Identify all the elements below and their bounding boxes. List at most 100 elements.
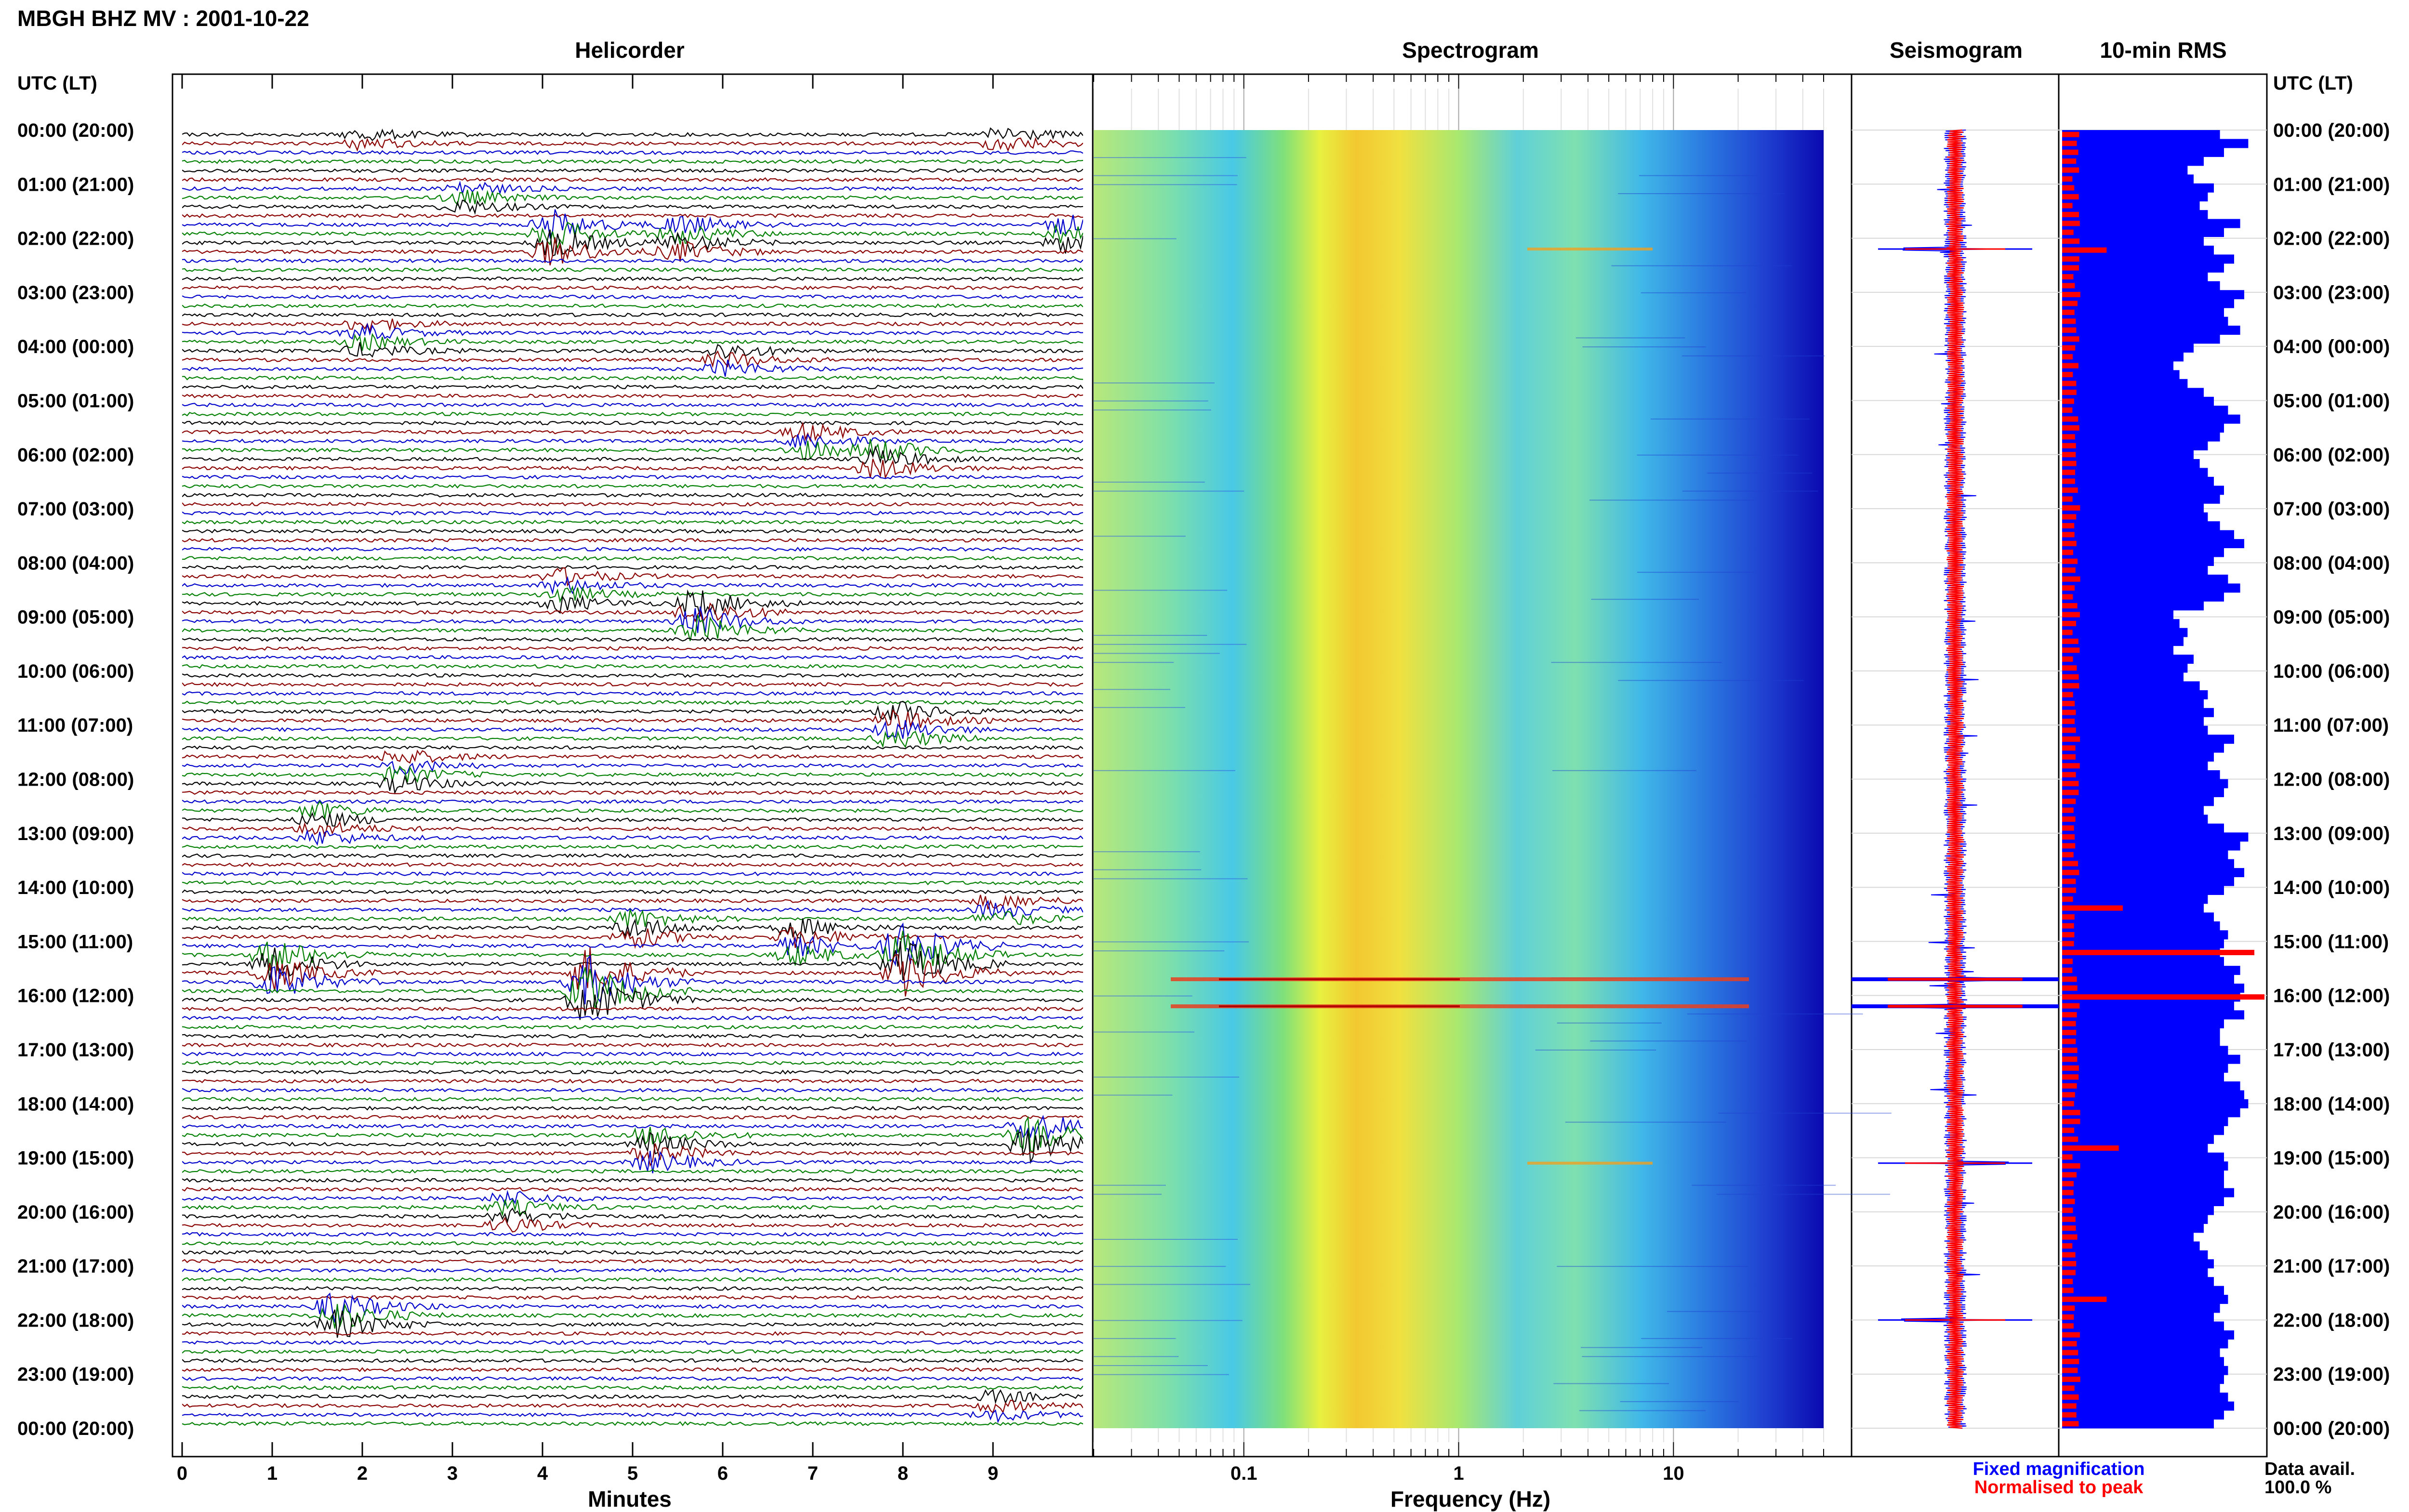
helicorder-trace: [182, 918, 1083, 939]
rms-fixed-bar: [2062, 1232, 2194, 1242]
helicorder-trace: [182, 421, 1083, 443]
rms-normalised-bar: [2062, 390, 2077, 395]
rms-normalised-bar: [2062, 576, 2080, 582]
rms-fixed-bar: [2062, 396, 2214, 406]
rms-normalised-bar: [2062, 540, 2077, 546]
helicorder-trace: [182, 576, 1083, 595]
rms-normalised-bar: [2062, 1190, 2074, 1196]
rms-normalised-bar: [2062, 452, 2076, 458]
rms-normalised-bar: [2062, 505, 2080, 511]
rms-fixed-bar: [2062, 530, 2234, 539]
helicorder-tick-label: 4: [537, 1463, 548, 1484]
helicorder-trace: [182, 384, 1083, 390]
rms-fixed-bar: [2062, 1197, 2224, 1207]
spectrogram-row-streak: [1094, 400, 1208, 402]
helicorder-trace: [182, 947, 1083, 997]
helicorder-trace: [182, 1178, 1083, 1183]
spectrogram-event-core: [1219, 978, 1460, 980]
hour-label-left: 22:00 (18:00): [17, 1310, 134, 1331]
helicorder-trace: [182, 199, 1083, 215]
rms-normalised-bar: [2062, 1154, 2073, 1160]
rms-normalised-bar: [2062, 398, 2074, 404]
rms-fixed-bar: [2062, 1206, 2214, 1215]
rms-fixed-bar: [2062, 1366, 2228, 1375]
helicorder-trace: [182, 941, 1083, 981]
rms-fixed-bar: [2062, 672, 2184, 682]
rms-normalised-bar: [2062, 532, 2075, 538]
spectrogram-row-streak: [1094, 175, 1238, 176]
rms-normalised-bar: [2062, 1296, 2107, 1302]
rms-fixed-bar: [2062, 779, 2228, 789]
rms-fixed-bar: [2062, 486, 2224, 495]
rms-normalised-bar: [2062, 1083, 2077, 1089]
rms-fixed-bar: [2062, 201, 2200, 210]
rms-fixed-bar: [2062, 1321, 2224, 1331]
hour-label-left: 03:00 (23:00): [17, 282, 134, 303]
rms-normalised-bar: [2062, 692, 2073, 697]
helicorder-trace: [182, 1006, 1083, 1012]
rms-normalised-bar: [2062, 131, 2079, 137]
helicorder-trace: [182, 1286, 1083, 1291]
rms-fixed-bar: [2062, 174, 2194, 184]
spectrogram-row-streak: [1094, 1031, 1194, 1033]
rms-normalised-bar: [2062, 1305, 2075, 1311]
spectrogram-row-streak: [1618, 680, 1804, 681]
rms-normalised-bar: [2062, 869, 2079, 875]
spectrogram-row-streak: [1591, 599, 1699, 600]
helicorder-trace: [182, 433, 1083, 448]
rms-normalised-bar: [2062, 211, 2079, 217]
helicorder-trace: [182, 402, 1083, 408]
hour-label-right: 16:00 (12:00): [2273, 986, 2390, 1007]
spectrogram-row-streak: [1094, 662, 1174, 663]
hour-label-left: 01:00 (21:00): [17, 174, 134, 195]
rms-fixed-bar: [2062, 1134, 2214, 1144]
hour-label-right: 23:00 (19:00): [2273, 1364, 2390, 1385]
rms-fixed-bar: [2062, 1161, 2228, 1171]
helicorder-xlabel: Minutes: [588, 1486, 672, 1512]
rms-normalised-bar: [2062, 1163, 2080, 1169]
spectrogram-row-streak: [1094, 1365, 1208, 1366]
rms-normalised-bar: [2062, 1359, 2079, 1365]
helicorder-trace: [182, 1096, 1083, 1102]
rms-normalised-bar: [2062, 1030, 2077, 1036]
hour-label-right: 21:00 (17:00): [2273, 1256, 2390, 1277]
helicorder-trace: [182, 350, 1083, 368]
rms-fixed-bar: [2062, 1277, 2214, 1287]
rms-normalised-bar: [2062, 1047, 2078, 1053]
rms-fixed-bar: [2062, 877, 2234, 886]
rms-fixed-bar: [2062, 1037, 2220, 1046]
rms-fixed-bar: [2062, 1339, 2228, 1349]
spectrogram-row-streak: [1094, 851, 1200, 853]
helicorder-trace: [182, 760, 1083, 775]
hour-label-right: 13:00 (09:00): [2273, 823, 2390, 844]
helicorder-trace: [182, 1358, 1083, 1363]
rms-normalised-bar: [2062, 594, 2073, 600]
rms-normalised-bar: [2062, 425, 2079, 431]
rms-normalised-bar: [2062, 443, 2076, 448]
hour-label-right: 14:00 (10:00): [2273, 877, 2390, 898]
rms-normalised-bar: [2062, 763, 2080, 769]
rms-fixed-bar: [2062, 708, 2214, 717]
spectrogram-row-streak: [1682, 490, 1818, 492]
hour-label-right: 01:00 (21:00): [2273, 174, 2390, 195]
rms-normalised-bar: [2062, 478, 2075, 484]
spectrogram-row-streak: [1552, 770, 1696, 771]
rms-fixed-bar: [2062, 966, 2240, 975]
rms-fixed-bar: [2062, 841, 2240, 851]
rms-normalised-bar: [2062, 718, 2075, 724]
spectrogram-title: Spectrogram: [1402, 38, 1539, 63]
helicorder-trace: [182, 1198, 1083, 1217]
helicorder-tick-label: 6: [717, 1463, 728, 1484]
helicorder-trace: [182, 1331, 1083, 1336]
rms-normalised-bar: [2062, 1350, 2078, 1355]
rms-normalised-bar: [2062, 283, 2075, 289]
rms-fixed-bar: [2062, 299, 2234, 308]
rms-normalised-bar: [2062, 381, 2077, 386]
left-axis-label: UTC (LT): [17, 73, 97, 94]
rms-fixed-bar: [2062, 130, 2220, 139]
helicorder-trace: [182, 492, 1083, 498]
helicorder-trace: [182, 567, 1083, 587]
helicorder-trace: [182, 801, 1083, 820]
spectrogram-row-streak: [1094, 995, 1192, 997]
rms-fixed-bar: [2062, 1046, 2228, 1055]
